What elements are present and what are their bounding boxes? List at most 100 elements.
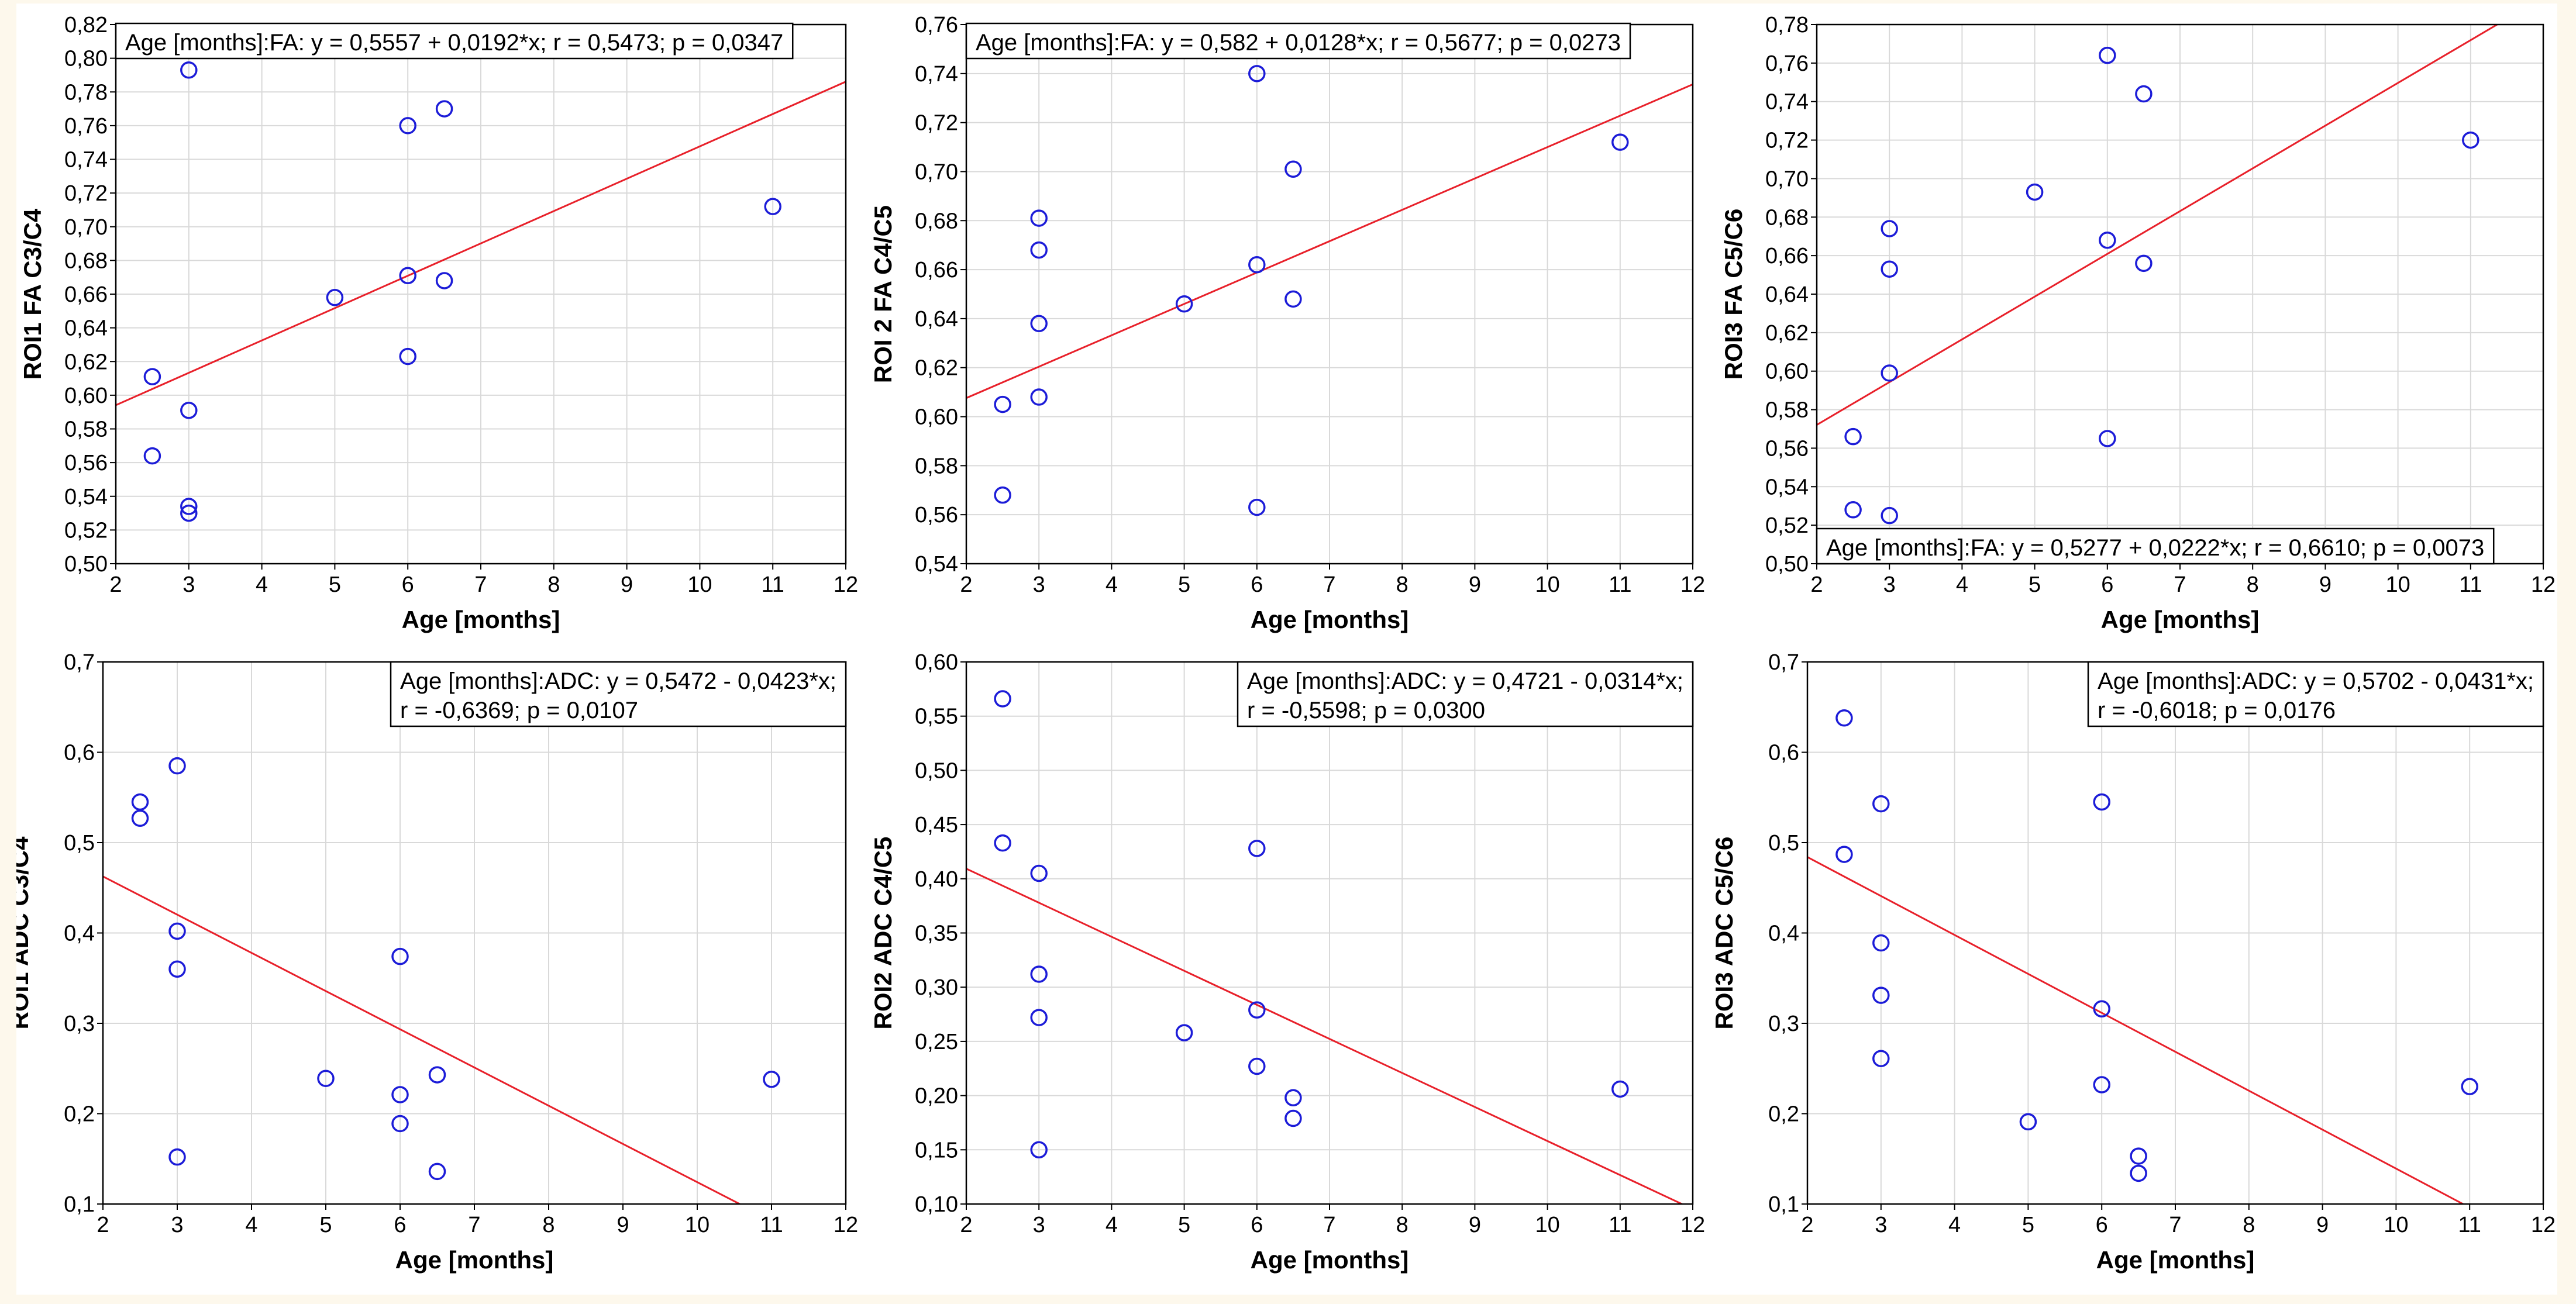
- y-tick-label: 0,40: [915, 867, 958, 892]
- legend-text: Age [months]:ADC: y = 0,5702 - 0,0431*x;: [2098, 668, 2534, 694]
- data-point: [2026, 183, 2044, 201]
- data-point: [1030, 209, 1048, 227]
- y-tick-label: 0,3: [1768, 1012, 1799, 1036]
- y-tick-label: 0,6: [1768, 741, 1799, 765]
- y-tick-label: 0,82: [64, 13, 108, 37]
- x-tick-label: 3: [1033, 1213, 1045, 1237]
- data-point: [131, 809, 149, 827]
- data-point: [399, 267, 416, 285]
- data-point: [180, 61, 198, 79]
- y-tick-label: 0,15: [915, 1138, 958, 1162]
- regression-line: [966, 83, 1693, 399]
- y-tick-label: 0,54: [1765, 475, 1809, 499]
- y-tick-label: 0,54: [64, 485, 108, 509]
- data-point: [994, 834, 1011, 852]
- x-tick-label: 11: [760, 1213, 783, 1237]
- y-tick-label: 0,74: [1765, 90, 1809, 115]
- data-point: [2099, 46, 2116, 64]
- data-point: [2130, 1164, 2147, 1182]
- x-tick-label: 8: [542, 1213, 555, 1237]
- data-point: [1872, 795, 1890, 813]
- x-tick-label: 7: [2169, 1213, 2181, 1237]
- x-tick-label: 7: [468, 1213, 480, 1237]
- y-tick-label: 0,74: [915, 62, 958, 87]
- data-point: [168, 757, 186, 775]
- x-tick-label: 8: [2243, 1213, 2255, 1237]
- x-tick-label: 6: [402, 572, 414, 597]
- x-tick-label: 6: [2101, 572, 2113, 597]
- figure-panel: 2 3 4 5 6 7 8 9 10 11 12 0,50 0,52 0,54 0,56 0,58 0,60 0,…: [16, 4, 2557, 1295]
- x-tick-label: 12: [1680, 572, 1705, 597]
- y-tick-label: 0,58: [915, 454, 958, 478]
- data-point: [2019, 1113, 2037, 1131]
- x-tick-label: 2: [960, 1213, 972, 1237]
- x-tick-label: 10: [2385, 572, 2410, 597]
- legend: Age [months]:ADC: y = 0,5472 - 0,0423*x;…: [390, 661, 847, 727]
- chart-panel-5: 2 3 4 5 6 7 8 9 10 11 12 0,10 0,15 0,20 0,25 0,30 0,35 0,…: [869, 650, 1705, 1274]
- y-tick-label: 0,60: [1765, 360, 1809, 384]
- legend-text: r = -0,6018; p = 0,0176: [2098, 698, 2336, 723]
- data-point: [2093, 1076, 2110, 1093]
- x-tick-label: 4: [1956, 572, 1968, 597]
- x-tick-label: 7: [2174, 572, 2186, 597]
- x-tick-label: 9: [621, 572, 633, 597]
- y-tick-label: 0,20: [915, 1084, 958, 1109]
- y-tick-label: 0,70: [1765, 167, 1809, 191]
- x-tick-label: 11: [2458, 1213, 2481, 1237]
- y-tick-label: 0,56: [915, 503, 958, 527]
- y-tick-label: 0,56: [1765, 436, 1809, 461]
- x-tick-label: 4: [245, 1213, 257, 1237]
- data-point: [326, 289, 344, 306]
- y-tick-label: 0,2: [64, 1102, 95, 1127]
- data-point: [2135, 85, 2153, 103]
- regression-line: [116, 81, 846, 406]
- y-tick-label: 0,60: [915, 650, 958, 675]
- legend-text: Age [months]:FA: y = 0,5277 + 0,0222*x; …: [1826, 535, 2484, 561]
- y-tick-label: 0,66: [64, 282, 108, 307]
- y-tick-label: 0,2: [1768, 1102, 1799, 1127]
- x-tick-label: 5: [1178, 572, 1190, 597]
- data-point: [1284, 1109, 1302, 1127]
- y-tick-label: 0,62: [915, 356, 958, 381]
- data-point: [131, 793, 149, 811]
- data-point: [399, 347, 416, 365]
- x-tick-label: 5: [1178, 1213, 1190, 1237]
- data-point: [2093, 1000, 2110, 1018]
- x-tick-label: 12: [2531, 572, 2556, 597]
- data-point: [1030, 241, 1048, 259]
- data-point: [1872, 934, 1890, 952]
- data-point: [1284, 1089, 1302, 1107]
- data-point: [391, 947, 409, 965]
- legend-text: Age [months]:ADC: y = 0,4721 - 0,0314*x;: [1247, 668, 1683, 694]
- legend-text: Age [months]:FA: y = 0,582 + 0,0128*x; r…: [976, 30, 1621, 56]
- y-tick-label: 0,45: [915, 813, 958, 837]
- legend: Age [months]:ADC: y = 0,5702 - 0,0431*x;…: [2087, 661, 2544, 727]
- y-tick-label: 0,52: [64, 518, 108, 543]
- y-axis-title: ROI1 ADC C3/C4: [16, 836, 33, 1029]
- x-axis-title: Age [months]: [2096, 1246, 2255, 1274]
- x-axis-title: Age [months]: [2101, 606, 2260, 633]
- x-tick-label: 4: [1106, 572, 1118, 597]
- y-tick-label: 0,64: [915, 307, 958, 332]
- legend-box: [2087, 661, 2544, 727]
- x-tick-label: 11: [2459, 572, 2482, 597]
- y-tick-label: 0,74: [64, 148, 108, 173]
- y-tick-label: 0,4: [1768, 922, 1799, 946]
- data-point: [428, 1066, 446, 1084]
- data-point: [1030, 965, 1048, 983]
- x-tick-label: 6: [2096, 1213, 2108, 1237]
- y-tick-label: 0,68: [64, 249, 108, 273]
- x-tick-label: 10: [1535, 1213, 1559, 1237]
- x-tick-label: 5: [2029, 572, 2041, 597]
- x-axis-title: Age [months]: [395, 1246, 554, 1274]
- data-point: [1248, 256, 1266, 274]
- y-tick-label: 0,60: [64, 384, 108, 408]
- regression-line: [966, 868, 1684, 1204]
- y-tick-label: 0,7: [64, 650, 95, 675]
- legend: Age [months]:ADC: y = 0,4721 - 0,0314*x;…: [1237, 661, 1694, 727]
- data-point: [1248, 1057, 1266, 1075]
- data-point: [391, 1086, 409, 1103]
- x-tick-label: 10: [2384, 1213, 2408, 1237]
- x-tick-label: 11: [761, 572, 784, 597]
- legend-box: [965, 22, 1631, 60]
